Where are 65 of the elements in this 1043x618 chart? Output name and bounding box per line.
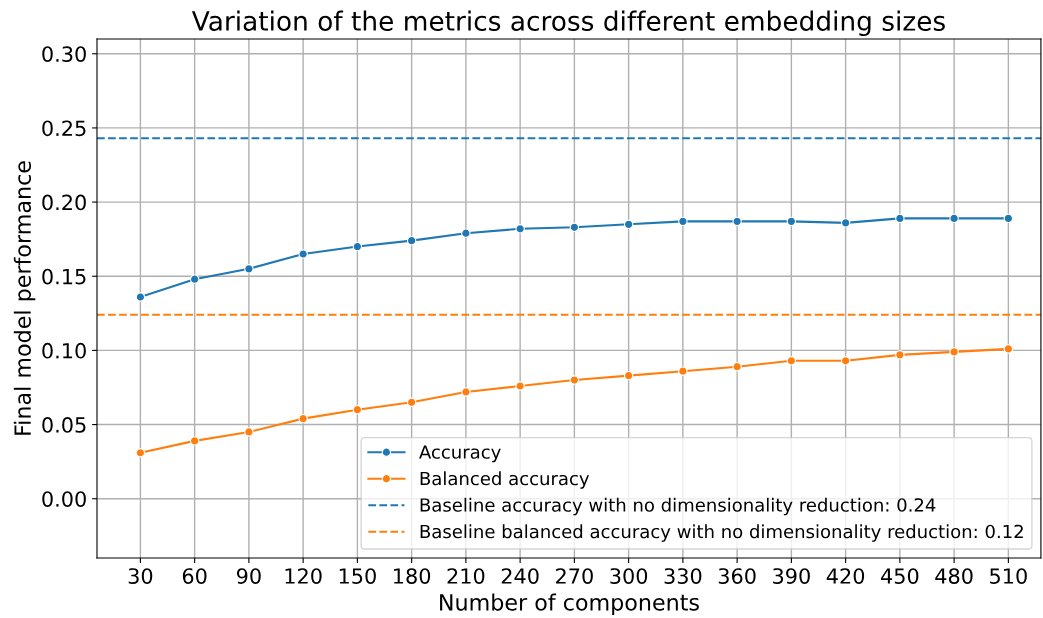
point (515, 381, 525, 391)
point (569, 222, 580, 233)
point (569, 375, 580, 385)
legend-label: Balanced accuracy (420, 471, 590, 489)
point (678, 366, 688, 376)
x-tick-label: 450 (881, 568, 919, 584)
point (352, 405, 363, 415)
point (298, 249, 308, 259)
point (1003, 344, 1014, 354)
x-tick-label: 210 (447, 568, 485, 584)
x-tick-label: 480 (935, 568, 973, 584)
point (949, 347, 959, 357)
chart-title: Variation of the metrics across different embedding sizes (191, 10, 945, 37)
x-tick-label: 420 (826, 568, 865, 584)
legend-label: Baseline accuracy with no dimensionality reduction: 0.24 (420, 497, 936, 516)
point (678, 216, 688, 227)
point (840, 356, 851, 366)
x-tick-label: 120 (285, 568, 322, 584)
legend-label: Accuracy (419, 445, 501, 463)
x-tick-label: 300 (610, 568, 648, 584)
legend-label: Baseline balanced accuracy with no dimensionality reduction: 0.12 (420, 524, 1023, 542)
point (244, 427, 254, 437)
y-tick-label: 0.30 (42, 46, 86, 62)
x-tick-label: 360 (718, 568, 756, 584)
point (895, 213, 905, 224)
point (1003, 213, 1014, 224)
point (244, 264, 254, 274)
point (732, 216, 742, 227)
point (732, 361, 742, 372)
point (135, 448, 146, 458)
point (461, 228, 471, 238)
y-tick-label: 0.15 (42, 268, 86, 285)
x-tick-label: 150 (339, 568, 376, 584)
point (135, 292, 146, 302)
point (949, 213, 959, 224)
y-axis-title: Final model performance (13, 161, 36, 435)
x-tick-label: 30 (128, 568, 153, 584)
point (352, 241, 363, 252)
y-tick-label: 0.25 (42, 120, 86, 137)
point (786, 356, 797, 366)
x-tick-label: 90 (236, 568, 261, 584)
y-tick-label: 0.00 (42, 491, 86, 507)
point (189, 436, 200, 446)
x-tick-label: 240 (501, 568, 539, 584)
x-tick-label: 510 (990, 568, 1027, 584)
point (189, 274, 200, 284)
point (298, 413, 308, 424)
point (406, 235, 417, 246)
point (623, 219, 634, 230)
point (895, 350, 905, 360)
point (515, 224, 525, 234)
point (406, 397, 417, 408)
point (461, 387, 471, 397)
x-tick-label: 270 (556, 568, 593, 584)
y-tick-label: 0.05 (42, 417, 86, 433)
x-tick-label: 60 (182, 568, 207, 584)
y-tick-label: 0.10 (42, 342, 86, 359)
point (786, 216, 797, 227)
x-tick-label: 390 (773, 568, 810, 584)
point (623, 370, 634, 381)
x-tick-label: 330 (664, 568, 702, 584)
y-tick-label: 0.20 (42, 194, 86, 211)
point (840, 218, 851, 228)
x-axis-title: Number of components (440, 593, 699, 615)
x-tick-label: 180 (394, 568, 431, 584)
